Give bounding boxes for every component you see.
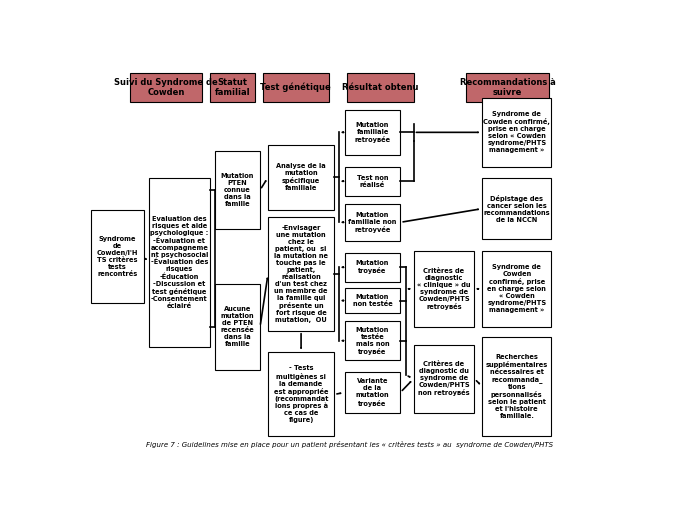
Text: Mutation
testée
mais non
troувée: Mutation testée mais non troувée: [356, 327, 389, 355]
Text: Syndrome de
Cowden
confirmé, prise
en charge selon
« Cowden
syndrome/PHTS
manage: Syndrome de Cowden confirmé, prise en ch…: [487, 264, 546, 313]
FancyBboxPatch shape: [215, 151, 260, 229]
FancyBboxPatch shape: [149, 178, 210, 346]
FancyBboxPatch shape: [263, 73, 329, 102]
FancyBboxPatch shape: [482, 98, 551, 167]
FancyBboxPatch shape: [414, 250, 475, 327]
Text: Recommandations à
suivre: Recommandations à suivre: [460, 78, 555, 97]
FancyBboxPatch shape: [414, 344, 475, 413]
Text: Suivi du Syndrome de
Cowden: Suivi du Syndrome de Cowden: [114, 78, 218, 97]
Text: Figure 7 : Guidelines mise en place pour un patient présentant les « critères te: Figure 7 : Guidelines mise en place pour…: [146, 441, 554, 448]
Text: Mutation
troувée: Mutation troувée: [356, 260, 389, 274]
Text: Dépistage des
cancer selon les
recommandations
de la NCCN: Dépistage des cancer selon les recommand…: [484, 195, 550, 223]
Text: Mutation
PTEN
connue
dans la
famille: Mutation PTEN connue dans la famille: [221, 173, 254, 207]
FancyBboxPatch shape: [268, 145, 334, 210]
FancyBboxPatch shape: [348, 73, 414, 102]
FancyBboxPatch shape: [268, 353, 334, 436]
FancyBboxPatch shape: [482, 337, 551, 436]
Text: Test génétique: Test génétique: [260, 83, 331, 92]
Text: Statut
familial: Statut familial: [214, 78, 250, 97]
FancyBboxPatch shape: [345, 252, 400, 282]
Text: -Envisager
une mutation
chez le
patient, ou  si
la mutation ne
touche pas le
pat: -Envisager une mutation chez le patient,…: [274, 225, 328, 323]
Text: Mutation
familiale
retroувée: Mutation familiale retroувée: [354, 122, 391, 143]
FancyBboxPatch shape: [130, 73, 202, 102]
FancyBboxPatch shape: [482, 178, 551, 239]
Text: Aucune
mutation
de PTEN
recensée
dans la
famille: Aucune mutation de PTEN recensée dans la…: [221, 306, 255, 347]
Text: Variante
de la
mutation
troувée: Variante de la mutation troувée: [356, 378, 389, 406]
FancyBboxPatch shape: [466, 73, 548, 102]
Text: Evaluation des
risques et aide
psychologique :
-Évaluation et
accompagneme
nt ps: Evaluation des risques et aide psycholog…: [150, 216, 208, 309]
Text: Mutation
non testée: Mutation non testée: [352, 294, 393, 307]
Text: Syndrome
de
Cowden/l'H
TS critères
tests
rencontrés: Syndrome de Cowden/l'H TS critères tests…: [96, 236, 138, 277]
Text: Résultat obtenu: Résultat obtenu: [342, 83, 419, 92]
Text: Analyse de la
mutation
spécifique
familiale: Analyse de la mutation spécifique famili…: [276, 163, 326, 192]
FancyBboxPatch shape: [345, 110, 400, 155]
FancyBboxPatch shape: [345, 321, 400, 360]
Text: Syndrome de
Cowden confirmé,
prise en charge
selon « Cowden
syndrome/PHTS
manage: Syndrome de Cowden confirmé, prise en ch…: [484, 111, 550, 153]
Text: Critères de
diagnostic
« clinique » du
syndrome de
Cowden/PHTS
retroувés: Critères de diagnostic « clinique » du s…: [417, 268, 471, 310]
FancyBboxPatch shape: [268, 217, 334, 331]
Text: Mutation
familiale non
retroуvée: Mutation familiale non retroуvée: [348, 212, 397, 233]
FancyBboxPatch shape: [91, 210, 143, 303]
Text: Test non
réalisé: Test non réalisé: [357, 175, 388, 188]
Text: Recherches
supplémentaires
nécessaires et
recommanda_
tions
personnalisés
selon : Recherches supplémentaires nécessaires e…: [486, 354, 548, 419]
FancyBboxPatch shape: [345, 372, 400, 413]
Text: Critères de
diagnostic du
syndrome de
Cowden/PHTS
non retroувés: Critères de diagnostic du syndrome de Co…: [418, 361, 470, 396]
FancyBboxPatch shape: [215, 284, 260, 370]
Text: - Tests
multigènes si
la demande
est appropriée
(recommandat
ions propres à
ce c: - Tests multigènes si la demande est app…: [274, 365, 329, 424]
FancyBboxPatch shape: [345, 167, 400, 196]
FancyBboxPatch shape: [345, 204, 400, 241]
FancyBboxPatch shape: [345, 288, 400, 313]
FancyBboxPatch shape: [210, 73, 255, 102]
FancyBboxPatch shape: [482, 250, 551, 327]
